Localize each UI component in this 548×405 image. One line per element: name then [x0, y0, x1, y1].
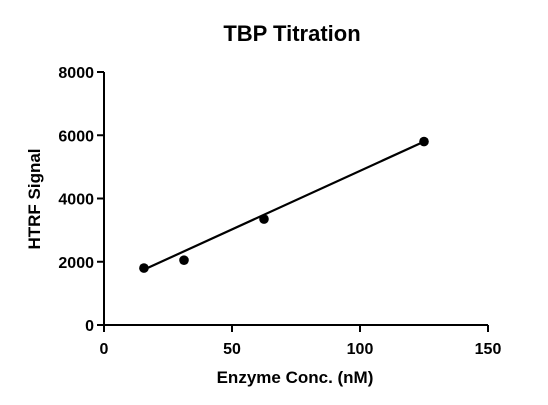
x-tick-label: 150: [475, 341, 502, 358]
x-tick-label: 50: [223, 341, 241, 358]
y-tick-label: 0: [85, 318, 94, 335]
y-tick-label: 6000: [58, 128, 94, 145]
chart-title: TBP Titration: [223, 21, 360, 46]
data-point: [179, 255, 189, 265]
y-tick-label: 8000: [58, 65, 94, 82]
y-tick-label: 4000: [58, 192, 94, 209]
data-point: [259, 214, 269, 224]
fit-line: [143, 140, 425, 271]
ticks-group: 0 2000 4000 6000 8000 0 50 100 150: [58, 65, 501, 358]
fit-group: [143, 140, 425, 271]
x-tick-label: 0: [100, 341, 109, 358]
axes-group: [103, 72, 488, 326]
x-axis-label: Enzyme Conc. (nM): [217, 368, 374, 387]
y-axis-label: HTRF Signal: [25, 148, 44, 249]
x-tick-label: 100: [347, 341, 374, 358]
points-group: [139, 136, 429, 273]
data-point: [419, 136, 429, 147]
data-point: [139, 263, 149, 273]
y-tick-label: 2000: [58, 255, 94, 272]
